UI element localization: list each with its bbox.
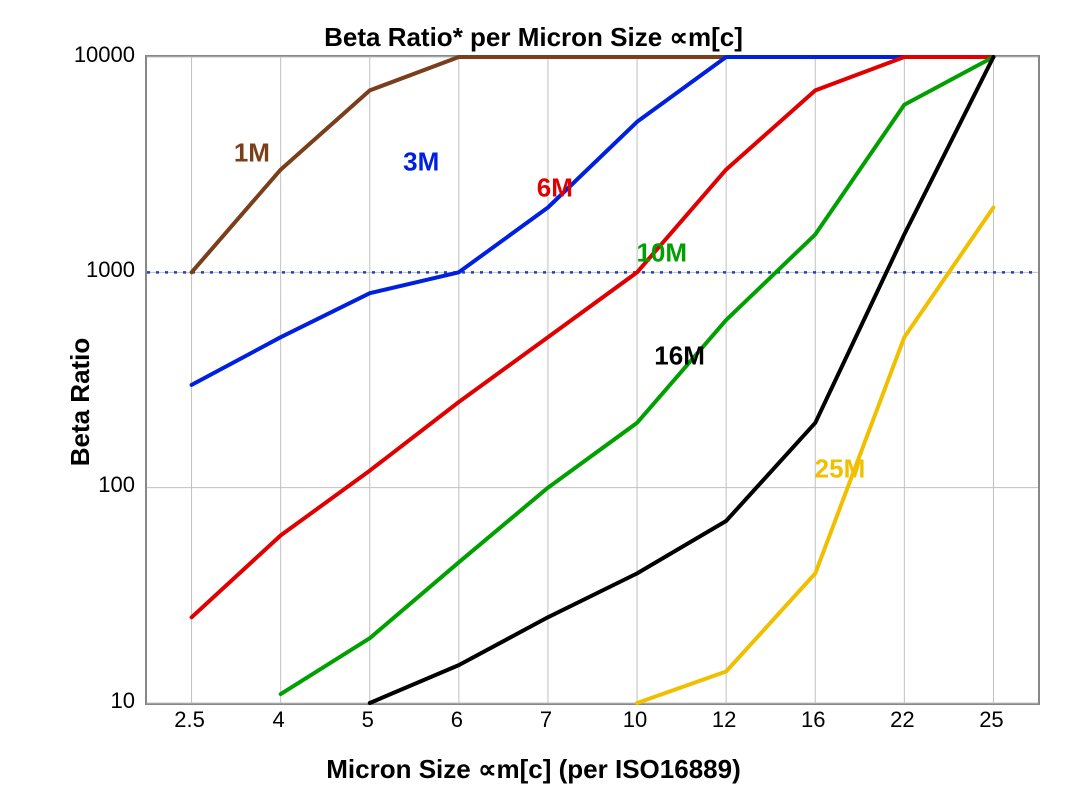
x-tick-label: 25 <box>979 707 1003 733</box>
series-label: 6M <box>537 173 573 204</box>
x-tick-label: 5 <box>362 707 374 733</box>
series-label: 1M <box>234 138 270 169</box>
plot-area <box>145 55 1040 705</box>
x-axis-label: Micron Size ∝m[c] (per ISO16889) <box>0 754 1067 785</box>
series-label: 25M <box>815 453 866 484</box>
x-tick-label: 22 <box>890 707 914 733</box>
chart-title: Beta Ratio* per Micron Size ∝m[c] <box>0 22 1067 53</box>
x-tick-label: 16 <box>801 707 825 733</box>
x-tick-label: 7 <box>540 707 552 733</box>
y-axis-label: Beta Ratio <box>65 337 96 466</box>
x-tick-label: 10 <box>623 707 647 733</box>
series-label: 16M <box>654 341 705 372</box>
series-label: 3M <box>403 146 439 177</box>
x-tick-label: 2.5 <box>174 707 205 733</box>
chart-container: Beta Ratio* per Micron Size ∝m[c] Beta R… <box>0 0 1067 803</box>
x-tick-label: 4 <box>273 707 285 733</box>
series-label: 10M <box>636 238 687 269</box>
x-tick-label: 12 <box>712 707 736 733</box>
x-tick-label: 6 <box>451 707 463 733</box>
plot-svg <box>147 57 1038 703</box>
